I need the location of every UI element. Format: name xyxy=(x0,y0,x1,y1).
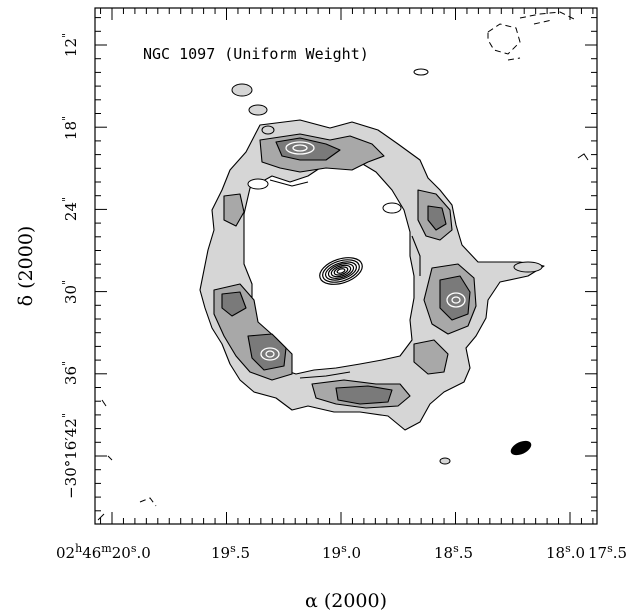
blob xyxy=(513,261,543,273)
nucleus-contours xyxy=(319,257,363,285)
y-tick-label: 24" xyxy=(60,197,81,221)
beam-ellipse xyxy=(510,440,532,456)
axis-ticks xyxy=(95,8,597,524)
peak-contours xyxy=(260,141,466,361)
y-tick-label: 12" xyxy=(60,33,81,57)
peak-contour-east xyxy=(451,296,461,304)
contour-line xyxy=(299,371,351,379)
blob xyxy=(439,457,451,465)
peak-contour-north xyxy=(292,144,308,152)
blob xyxy=(231,83,253,97)
figure-title: NGC 1097 (Uniform Weight) xyxy=(143,45,369,63)
contour-line xyxy=(411,235,421,276)
x-tick-label: 19s.5 xyxy=(211,542,250,563)
peak-contour-southwest xyxy=(265,350,275,358)
blob xyxy=(413,68,429,76)
x-tick-label: 18s.0 xyxy=(546,542,585,563)
ring-mid-band xyxy=(413,339,449,375)
ring-contours xyxy=(199,119,545,431)
peak-contour-east xyxy=(446,292,466,308)
x-axis-label: α (2000) xyxy=(305,590,387,612)
y-tick-labels: 12" 18" 24" 30" 36" −30°16′42" xyxy=(60,33,81,499)
plot-frame xyxy=(94,7,598,525)
x-tick-label: 17s.5 xyxy=(588,542,627,563)
ring-dark-core xyxy=(427,205,447,231)
contour-line xyxy=(269,179,309,187)
y-tick-label: −30°16′42" xyxy=(60,413,81,499)
small-blobs xyxy=(231,68,543,465)
x-tick-label: 19s.0 xyxy=(322,542,361,563)
x-tick-labels: 02h46m20s.0 19s.5 19s.0 18s.5 18s.0 17s.5 xyxy=(56,542,627,563)
x-tick-label: 02h46m20s.0 xyxy=(56,542,151,563)
ring-mid-band xyxy=(223,193,245,227)
stray-marks xyxy=(97,153,589,521)
ring-dark-core xyxy=(335,385,393,405)
negative-contours xyxy=(139,11,577,507)
y-tick-label: 18" xyxy=(60,116,81,140)
blob xyxy=(261,125,275,135)
y-tick-label: 36" xyxy=(60,361,81,385)
x-tick-label: 18s.5 xyxy=(434,542,473,563)
blob xyxy=(247,178,269,190)
y-axis-label: δ (2000) xyxy=(15,226,37,307)
ring-dark-core xyxy=(221,291,247,317)
y-tick-label: 30" xyxy=(60,280,81,304)
peak-contour-southwest xyxy=(260,347,280,361)
ring-dark-core xyxy=(439,275,471,321)
blob xyxy=(382,202,402,214)
blob xyxy=(248,104,268,116)
peak-contour-north xyxy=(285,141,315,155)
